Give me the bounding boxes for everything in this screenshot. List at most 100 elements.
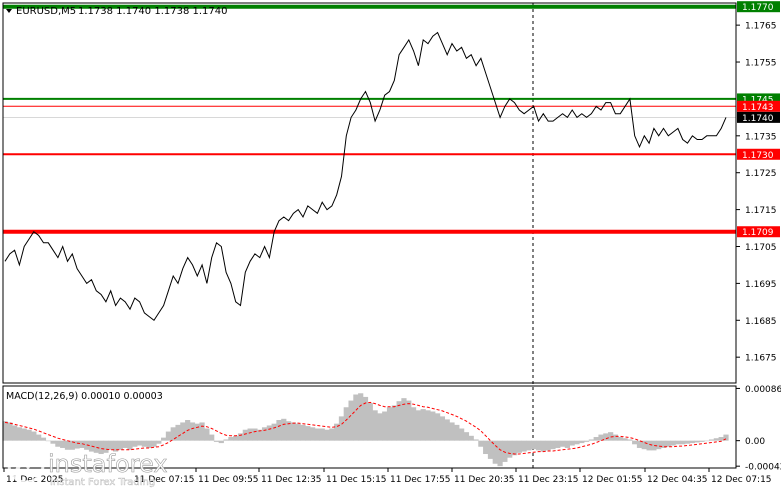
macd-histogram-bar bbox=[112, 440, 119, 452]
macd-histogram-bar bbox=[449, 422, 455, 441]
macd-histogram-bar bbox=[103, 440, 109, 453]
chart-header: EURUSD,M5 1.1738 1.1740 1.1738 1.1740 bbox=[6, 6, 228, 17]
macd-histogram-bar bbox=[660, 440, 667, 448]
macd-histogram-bar bbox=[627, 439, 633, 441]
level-price-tag bbox=[737, 100, 780, 112]
macd-histogram-bar bbox=[694, 440, 700, 443]
macd-histogram-bar bbox=[281, 418, 287, 441]
macd-histogram-bar bbox=[651, 440, 657, 451]
macd-histogram-bar bbox=[396, 401, 402, 441]
macd-histogram-bar bbox=[209, 434, 215, 441]
macd-histogram-bar bbox=[2, 421, 8, 441]
macd-histogram-bar bbox=[483, 440, 489, 455]
macd-histogram-bar bbox=[391, 405, 397, 441]
main-plot-frame bbox=[2, 2, 737, 384]
macd-histogram-bar bbox=[516, 440, 522, 453]
macd-histogram-bar bbox=[718, 437, 724, 441]
macd-histogram-bar bbox=[324, 429, 330, 441]
level-price-tag bbox=[737, 111, 780, 123]
level-price-tag bbox=[737, 93, 780, 105]
x-tick-label: 11 Dec 20:35 bbox=[454, 475, 515, 485]
macd-histogram-bar bbox=[497, 440, 503, 467]
macd-histogram-bar bbox=[468, 435, 474, 441]
x-tick-label: 11 Dec 17:55 bbox=[390, 475, 451, 485]
macd-histogram-bar bbox=[545, 440, 551, 451]
macd-histogram-bar bbox=[26, 429, 32, 441]
macd-histogram-bar bbox=[598, 434, 604, 441]
macd-histogram-bar bbox=[108, 440, 114, 450]
macd-histogram-bar bbox=[362, 396, 369, 441]
level-price-label: 1.1745 bbox=[742, 95, 774, 105]
x-tick-label: 11 Dec 23:15 bbox=[518, 475, 579, 485]
macd-histogram-bar bbox=[334, 423, 340, 441]
macd-histogram-bar bbox=[478, 440, 484, 447]
macd-histogram-bar bbox=[93, 440, 99, 453]
x-tick-label: 11 Dec 15:15 bbox=[326, 475, 387, 485]
macd-histogram-bar bbox=[559, 440, 566, 447]
level-price-label: 1.1740 bbox=[742, 114, 774, 124]
level-price-label: 1.1743 bbox=[742, 103, 774, 113]
y-tick-label: 1.1735 bbox=[745, 132, 777, 142]
macd-histogram-bar bbox=[704, 440, 710, 442]
dropdown-triangle-icon[interactable] bbox=[6, 9, 12, 13]
macd-histogram-bar bbox=[98, 440, 104, 455]
macd-histogram-bar bbox=[439, 416, 446, 441]
macd-histogram-bar bbox=[36, 434, 42, 441]
macd-histogram-bar bbox=[213, 440, 220, 442]
macd-histogram-bar bbox=[122, 440, 128, 448]
macd-histogram-bar bbox=[665, 440, 671, 447]
instaforex-logo-icon bbox=[7, 446, 45, 484]
y-tick-label: 1.1675 bbox=[745, 354, 777, 364]
macd-histogram-bar bbox=[228, 437, 234, 441]
macd-histogram-bar bbox=[454, 424, 460, 441]
macd-histogram-bar bbox=[257, 429, 263, 441]
macd-histogram-bar bbox=[689, 440, 695, 444]
macd-histogram-bar bbox=[584, 440, 590, 442]
price-series bbox=[4, 31, 727, 322]
macd-histogram-bar bbox=[16, 427, 23, 441]
macd-histogram-bar bbox=[526, 440, 532, 451]
macd-histogram-bar bbox=[261, 427, 268, 441]
macd-histogram-bar bbox=[276, 420, 282, 441]
macd-histogram-bar bbox=[310, 427, 316, 441]
macd-histogram-bar bbox=[531, 440, 537, 450]
macd-histogram-bar bbox=[699, 440, 705, 442]
macd-histogram-bar bbox=[319, 428, 325, 441]
macd-histogram-bar bbox=[622, 438, 628, 441]
level-price-label: 1.1730 bbox=[742, 151, 774, 161]
symbol-label: EURUSD,M5 bbox=[16, 6, 76, 17]
macd-histogram-bar bbox=[45, 440, 51, 442]
macd-histogram-bar bbox=[7, 422, 13, 441]
macd-histogram-bar bbox=[435, 413, 441, 441]
macd-histogram-bar bbox=[175, 424, 181, 441]
macd-histogram-bar bbox=[459, 428, 465, 441]
macd-histogram-bar bbox=[233, 435, 239, 441]
x-tick-label: 12 Dec 01:55 bbox=[582, 475, 643, 485]
macd-histogram-bar bbox=[723, 434, 729, 441]
y-tick-label: 1.1715 bbox=[745, 206, 777, 216]
macd-histogram-bar bbox=[136, 440, 143, 446]
y-tick-label: 1.1695 bbox=[745, 280, 777, 290]
macd-histogram-bar bbox=[492, 440, 498, 464]
macd-histogram-bar bbox=[329, 428, 335, 441]
x-tick-label: 11 Dec 12:35 bbox=[261, 475, 322, 485]
macd-histogram-bar bbox=[21, 428, 27, 441]
macd-histogram-bar bbox=[386, 407, 393, 441]
macd-histogram-bar bbox=[550, 440, 556, 450]
macd-histogram-bar bbox=[271, 423, 277, 441]
macd-histogram-bar bbox=[636, 440, 643, 448]
macd-histogram-bar bbox=[713, 438, 719, 441]
macd-histogram-bar bbox=[367, 403, 373, 441]
macd-histogram-bar bbox=[463, 432, 470, 441]
macd-histogram-bar bbox=[540, 440, 546, 452]
macd-histogram-bar bbox=[372, 410, 378, 441]
x-tick-label: 11 Dec 09:55 bbox=[198, 475, 259, 485]
macd-histogram-bar bbox=[535, 440, 542, 451]
macd-histogram-bar bbox=[218, 440, 224, 444]
macd-histogram-bar bbox=[50, 440, 56, 444]
macd-histogram-bar bbox=[588, 439, 595, 441]
macd-histogram-bar bbox=[358, 393, 364, 441]
macd-histogram-bar bbox=[141, 440, 147, 447]
macd-histogram-bar bbox=[266, 425, 272, 441]
